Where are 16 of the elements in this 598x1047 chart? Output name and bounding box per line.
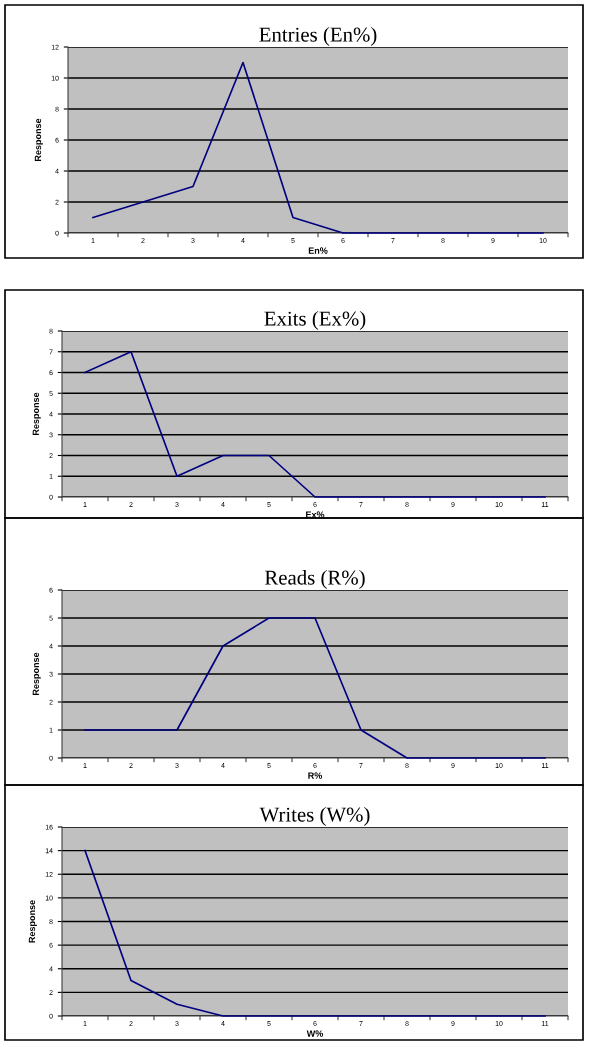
x-axis-title: En% [308, 247, 328, 254]
x-axis-title: R% [308, 772, 323, 779]
line-series [84, 350, 546, 498]
x-axis-title: W% [306, 1030, 324, 1037]
chart-title: Exits (Ex%) [264, 310, 366, 330]
y-axis-title: Response [28, 900, 37, 943]
line-series [84, 617, 546, 759]
x-axis-title: Ex% [306, 511, 325, 518]
chart-title: Reads (R%) [264, 569, 365, 589]
y-axis-title: Response [32, 392, 41, 435]
chart-title: Entries (En%) [259, 26, 377, 46]
y-axis-title: Response [32, 652, 41, 695]
line-series [92, 61, 544, 234]
line-series [84, 849, 546, 1017]
y-axis-title: Response [34, 118, 43, 161]
chart-title: Writes (W%) [259, 806, 370, 826]
